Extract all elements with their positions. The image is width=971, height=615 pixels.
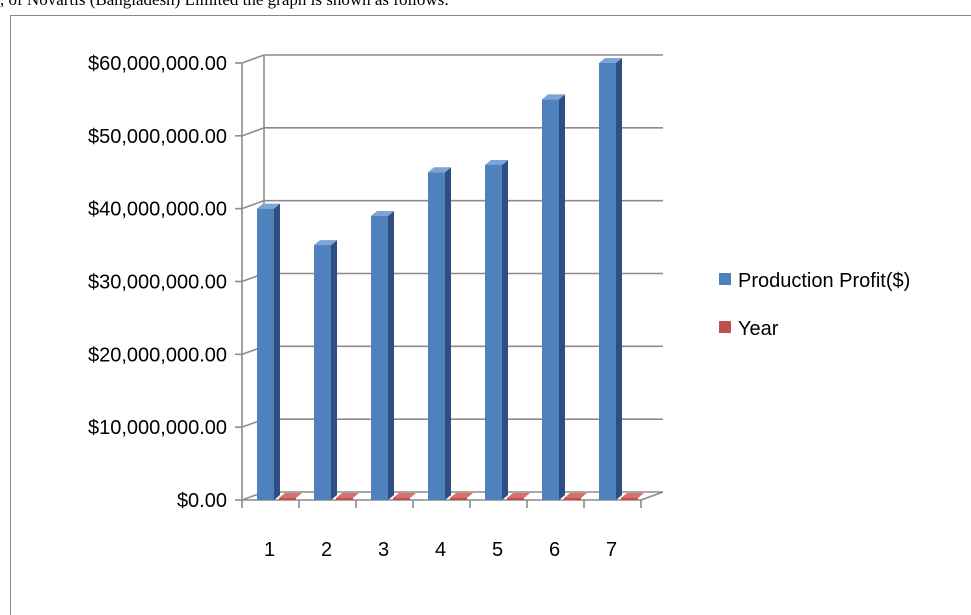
y-tick-label: $50,000,000.00 [88, 126, 227, 148]
bar-front [336, 498, 353, 500]
caption-text: , of Novartis (Bangladesh) Limited the g… [0, 0, 971, 12]
bar-top [507, 493, 530, 498]
bar-production-profit [599, 58, 622, 500]
x-tick-label: 7 [606, 539, 617, 561]
bar-front [279, 498, 296, 500]
bar-year [450, 493, 473, 500]
gridline-joint [241, 199, 265, 210]
bars [257, 58, 644, 501]
bar-side [445, 167, 451, 500]
bar-side [616, 58, 622, 500]
bar-front [371, 215, 388, 500]
bar-production-profit [428, 167, 451, 500]
bar-top [485, 159, 508, 165]
x-tick-label: 3 [378, 539, 389, 561]
bar-production-profit [542, 94, 565, 501]
legend-swatch [719, 321, 731, 333]
x-tick-label: 2 [321, 539, 332, 561]
bar-side [559, 94, 565, 501]
bar-top [336, 493, 359, 498]
chart-frame [10, 15, 971, 615]
bar-front [507, 498, 524, 500]
bar-production-profit [371, 210, 394, 500]
bar-front [599, 63, 616, 500]
bar-year [564, 493, 587, 500]
bar-year [336, 493, 359, 500]
bar-top [279, 493, 302, 498]
bar-front [485, 164, 502, 500]
bar-front [428, 172, 445, 500]
bar-front [542, 99, 559, 501]
bar-side [331, 240, 337, 501]
x-tick-label: 5 [492, 539, 503, 561]
bar-front [314, 245, 331, 500]
bar-top [450, 493, 473, 498]
bar-production-profit [485, 159, 508, 500]
bar-top [371, 210, 394, 216]
y-tick-label: $0.00 [177, 490, 227, 512]
legend-label: Production Profit($) [738, 270, 910, 292]
bar-top [621, 493, 644, 498]
gridline-joint [241, 54, 265, 64]
bar-year [507, 493, 530, 500]
bar-top [542, 94, 565, 100]
x-tick-label: 6 [549, 539, 560, 561]
y-tick-label: $60,000,000.00 [88, 53, 227, 75]
y-tick-label: $30,000,000.00 [88, 272, 227, 294]
tick-labels: $0.00 $10,000,000.00 $20,000,000.00 $30,000… [88, 53, 617, 561]
bar-front [393, 498, 410, 500]
bar-front [450, 498, 467, 500]
x-tick-label: 1 [264, 539, 275, 561]
bar-front [564, 498, 581, 500]
bar-top [393, 493, 416, 498]
y-tick-label: $10,000,000.00 [88, 417, 227, 439]
bar-year [279, 493, 302, 500]
floor-right-edge [640, 491, 664, 501]
bar-top [564, 493, 587, 498]
bar-year [621, 493, 644, 500]
bar-side [274, 203, 280, 500]
bar-production-profit [257, 203, 280, 500]
bar-top [428, 167, 451, 173]
bar-side [502, 159, 508, 500]
bar-front [621, 498, 638, 500]
bar-chart: $0.00 $10,000,000.00 $20,000,000.00 $30,000… [88, 53, 910, 561]
legend-label: Year [738, 318, 779, 340]
legend: Production Profit($) Year [719, 270, 910, 340]
bar-top [599, 58, 622, 63]
gridline-joint [241, 127, 265, 137]
bar-top [314, 240, 337, 246]
bar-production-profit [314, 240, 337, 501]
legend-swatch [719, 273, 731, 285]
y-tick-label: $40,000,000.00 [88, 199, 227, 221]
bar-top [257, 203, 280, 209]
bar-front [257, 208, 274, 500]
bar-side [388, 210, 394, 500]
bar-year [393, 493, 416, 500]
x-tick-label: 4 [435, 539, 446, 561]
y-tick-label: $20,000,000.00 [88, 344, 227, 366]
